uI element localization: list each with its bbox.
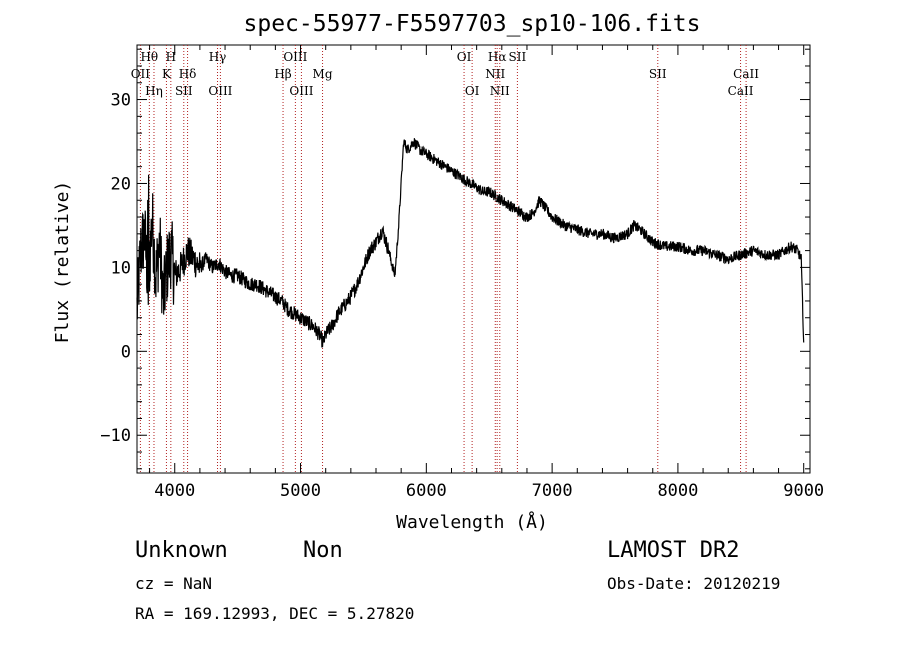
- x-tick-label: 9000: [783, 481, 824, 501]
- spectral-line-label: CaII: [733, 67, 759, 81]
- spectral-line-label: Hη: [145, 84, 163, 98]
- spectral-line-label: SII: [175, 84, 193, 98]
- spectral-line-label: Hδ: [179, 67, 197, 81]
- x-tick-label: 4000: [154, 481, 195, 501]
- x-tick-label: 8000: [657, 481, 698, 501]
- y-tick-label: −10: [100, 426, 131, 446]
- x-axis-label: Wavelength (Å): [396, 511, 548, 533]
- spectral-line-label: Hα: [488, 50, 507, 64]
- spectral-line-label: K: [162, 67, 172, 81]
- spectral-class: Unknown: [135, 538, 228, 563]
- obs-date: Obs-Date: 20120219: [607, 574, 781, 593]
- spectral-line-label: Hγ: [209, 50, 227, 64]
- x-tick-label: 7000: [532, 481, 573, 501]
- spectral-line-label: OIII: [289, 84, 313, 98]
- redshift-cz: cz = NaN: [135, 574, 213, 593]
- spectral-line-label: OIII: [208, 84, 232, 98]
- spectral-line-label: SII: [509, 50, 527, 64]
- spectral-line-label: NII: [485, 67, 505, 81]
- spectral-line-label: OII: [131, 67, 151, 81]
- spectral-line-label: OI: [457, 50, 472, 64]
- x-tick-label: 5000: [280, 481, 321, 501]
- x-tick-label: 6000: [406, 481, 447, 501]
- y-tick-label: 10: [111, 258, 131, 278]
- spectral-line-label: OIII: [283, 50, 307, 64]
- y-tick-label: 20: [111, 174, 131, 194]
- chart-title: spec-55977-F5597703_sp10-106.fits: [244, 11, 701, 37]
- y-axis-label: Flux (relative): [52, 181, 73, 344]
- spectral-line-label: CaII: [728, 84, 754, 98]
- y-tick-label: 30: [111, 91, 131, 111]
- ra-dec-coords: RA = 169.12993, DEC = 5.27820: [135, 604, 415, 623]
- survey-name: LAMOST DR2: [607, 538, 740, 563]
- spectral-line-label: SII: [649, 67, 667, 81]
- spectral-subclass: Non: [303, 538, 343, 563]
- plot-frame: [136, 44, 811, 474]
- spectral-line-label: OI: [465, 84, 480, 98]
- axis-ticks-layer: 4000 5000 6000 7000 8000 9000 −10 0 10 20 30: [100, 45, 824, 501]
- flux-series-line: [136, 138, 805, 348]
- spectral-line-label: H: [166, 50, 176, 64]
- y-tick-label: 0: [121, 342, 131, 362]
- spectral-line-label: NII: [490, 84, 510, 98]
- spectral-line-label: Mg: [313, 67, 333, 81]
- spectral-line-label: Hβ: [274, 67, 291, 81]
- spectral-line-label: Hθ: [140, 50, 158, 64]
